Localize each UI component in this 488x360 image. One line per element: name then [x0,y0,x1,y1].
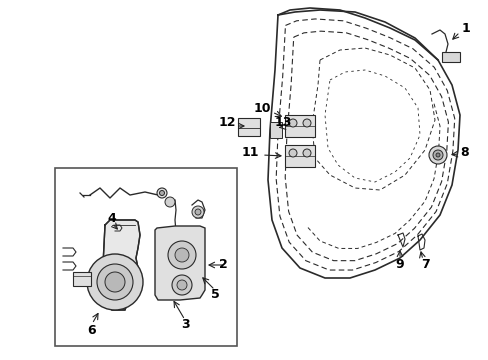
Bar [285,115,314,137]
Circle shape [303,119,310,127]
Text: 1: 1 [461,22,469,35]
Circle shape [172,275,192,295]
Circle shape [157,188,167,198]
Text: 3: 3 [181,319,189,332]
Text: 10: 10 [253,102,270,114]
Circle shape [432,150,442,160]
Text: 8: 8 [460,145,468,158]
Polygon shape [103,220,140,310]
Circle shape [87,254,142,310]
Text: 12: 12 [218,116,235,129]
Text: 4: 4 [107,212,116,225]
Text: 13: 13 [274,116,291,129]
Circle shape [177,280,186,290]
Text: 5: 5 [210,288,219,302]
Circle shape [303,149,310,157]
Bar [55,168,237,346]
Text: 6: 6 [87,324,96,337]
Bar [269,122,282,138]
Text: 9: 9 [395,258,404,271]
Circle shape [195,209,201,215]
Circle shape [159,190,164,195]
Text: 7: 7 [420,258,428,271]
Circle shape [428,146,446,164]
Bar [285,145,314,167]
Circle shape [168,241,196,269]
Polygon shape [155,226,204,300]
Circle shape [288,149,296,157]
Text: 11: 11 [241,145,258,158]
Circle shape [288,119,296,127]
Circle shape [105,272,125,292]
Bar [441,52,459,62]
Bar [73,272,91,286]
Circle shape [97,264,133,300]
Circle shape [164,197,175,207]
Bar [238,118,260,136]
Circle shape [175,248,189,262]
Circle shape [192,206,203,218]
Circle shape [435,153,439,157]
Text: 2: 2 [219,258,227,271]
